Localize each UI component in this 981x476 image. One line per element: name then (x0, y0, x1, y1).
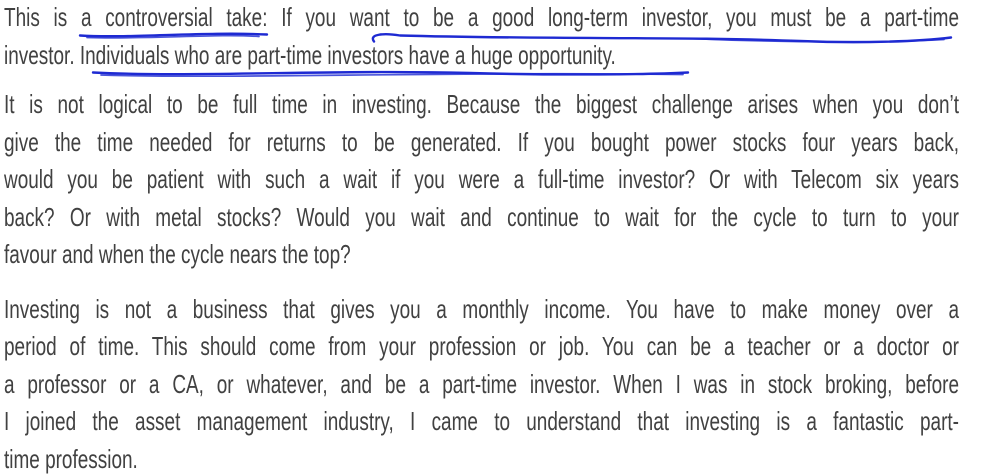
text-line: This is a controversial take: If you wan… (4, 2, 959, 32)
paragraph-logic: It is not logical to be full time in inv… (4, 86, 959, 274)
article-content: This is a controversial take: If you wan… (4, 0, 959, 476)
paragraph-profession: Investing is not a business that gives y… (4, 291, 959, 476)
text-line: would you be patient with such a wait if… (4, 164, 959, 194)
text-line: a professor or a CA, or whatever, and be… (4, 368, 959, 399)
text-line: time profession. (4, 443, 138, 474)
text-line: favour and when the cycle nears the top? (4, 239, 351, 269)
text-line: Investing is not a business that gives y… (4, 293, 959, 324)
text-line: investor. Individuals who are part-time … (4, 39, 616, 70)
text-line: I joined the asset management industry, … (4, 406, 959, 436)
text-line: back? Or with metal stocks? Would you wa… (4, 201, 959, 232)
text-line: It is not logical to be full time in inv… (4, 89, 959, 119)
paragraph-intro: This is a controversial take: If you wan… (4, 0, 959, 74)
text-line: give the time needed for returns to be g… (4, 126, 959, 157)
text-line: period of time. This should come from yo… (4, 331, 959, 361)
